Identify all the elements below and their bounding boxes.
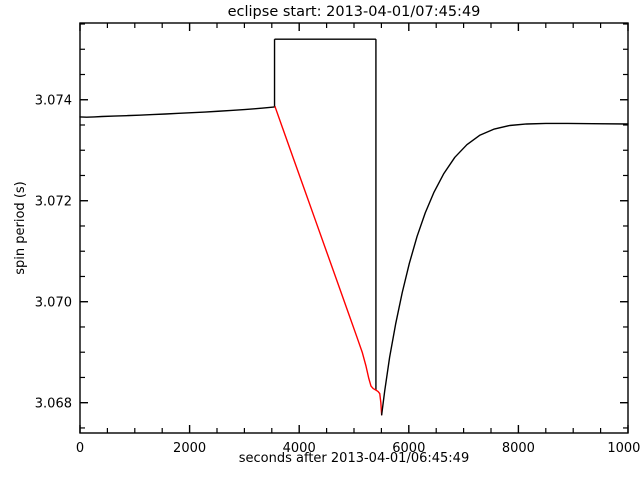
x-tick-label: 8000 (502, 441, 535, 456)
chart-title: eclipse start: 2013-04-01/07:45:49 (228, 4, 481, 20)
x-tick-label: 0 (76, 441, 84, 456)
eclipse-interval-box (273, 38, 377, 391)
x-axis-label: seconds after 2013-04-01/06:45:49 (239, 451, 469, 466)
x-tick-label: 4000 (283, 441, 316, 456)
x-tick-label: 10000 (607, 441, 640, 456)
y-axis-ticks (80, 23, 628, 429)
data-series-line-2 (380, 122, 629, 416)
data-series-group (79, 106, 629, 416)
x-tick-label: 6000 (392, 441, 425, 456)
data-series-line-1 (274, 106, 383, 416)
eclipse-interval-box (273, 38, 377, 391)
y-tick-label: 3.074 (35, 94, 72, 109)
y-axis-tick-labels: 3.068 3.070 3.072 3.074 (35, 94, 72, 412)
y-tick-label: 3.068 (35, 397, 72, 412)
data-series-line-0 (79, 106, 276, 118)
y-tick-label: 3.070 (35, 296, 72, 311)
y-tick-label: 3.072 (35, 195, 72, 210)
y-axis-label: spin period (s) (13, 181, 28, 274)
x-tick-label: 2000 (173, 441, 206, 456)
x-axis-tick-labels: 0 2000 4000 6000 8000 10000 (76, 441, 640, 456)
